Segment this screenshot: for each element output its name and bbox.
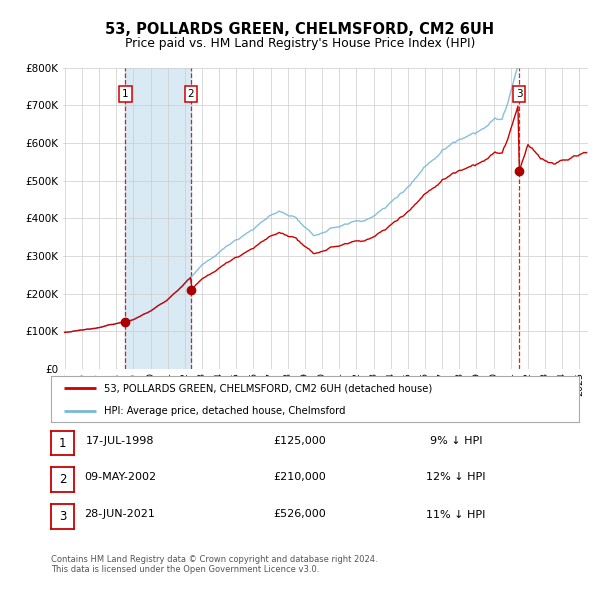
Text: 11% ↓ HPI: 11% ↓ HPI xyxy=(427,510,485,519)
Text: 3: 3 xyxy=(59,510,66,523)
Text: 12% ↓ HPI: 12% ↓ HPI xyxy=(426,473,486,482)
Text: 1: 1 xyxy=(59,437,66,450)
Text: £526,000: £526,000 xyxy=(274,510,326,519)
Text: 1: 1 xyxy=(122,89,129,99)
Text: 2: 2 xyxy=(59,473,66,486)
Text: 3: 3 xyxy=(516,89,523,99)
Text: Price paid vs. HM Land Registry's House Price Index (HPI): Price paid vs. HM Land Registry's House … xyxy=(125,37,475,50)
Text: HPI: Average price, detached house, Chelmsford: HPI: Average price, detached house, Chel… xyxy=(104,407,346,417)
Text: This data is licensed under the Open Government Licence v3.0.: This data is licensed under the Open Gov… xyxy=(51,565,319,574)
Text: 53, POLLARDS GREEN, CHELMSFORD, CM2 6UH: 53, POLLARDS GREEN, CHELMSFORD, CM2 6UH xyxy=(106,22,494,37)
Text: 28-JUN-2021: 28-JUN-2021 xyxy=(85,510,155,519)
Text: 53, POLLARDS GREEN, CHELMSFORD, CM2 6UH (detached house): 53, POLLARDS GREEN, CHELMSFORD, CM2 6UH … xyxy=(104,384,432,394)
Text: Contains HM Land Registry data © Crown copyright and database right 2024.: Contains HM Land Registry data © Crown c… xyxy=(51,555,377,563)
Text: £210,000: £210,000 xyxy=(274,473,326,482)
Text: 17-JUL-1998: 17-JUL-1998 xyxy=(86,436,154,445)
Text: 2: 2 xyxy=(188,89,194,99)
Text: 09-MAY-2002: 09-MAY-2002 xyxy=(84,473,156,482)
Text: 9% ↓ HPI: 9% ↓ HPI xyxy=(430,436,482,445)
Text: £125,000: £125,000 xyxy=(274,436,326,445)
Bar xyxy=(125,68,191,369)
